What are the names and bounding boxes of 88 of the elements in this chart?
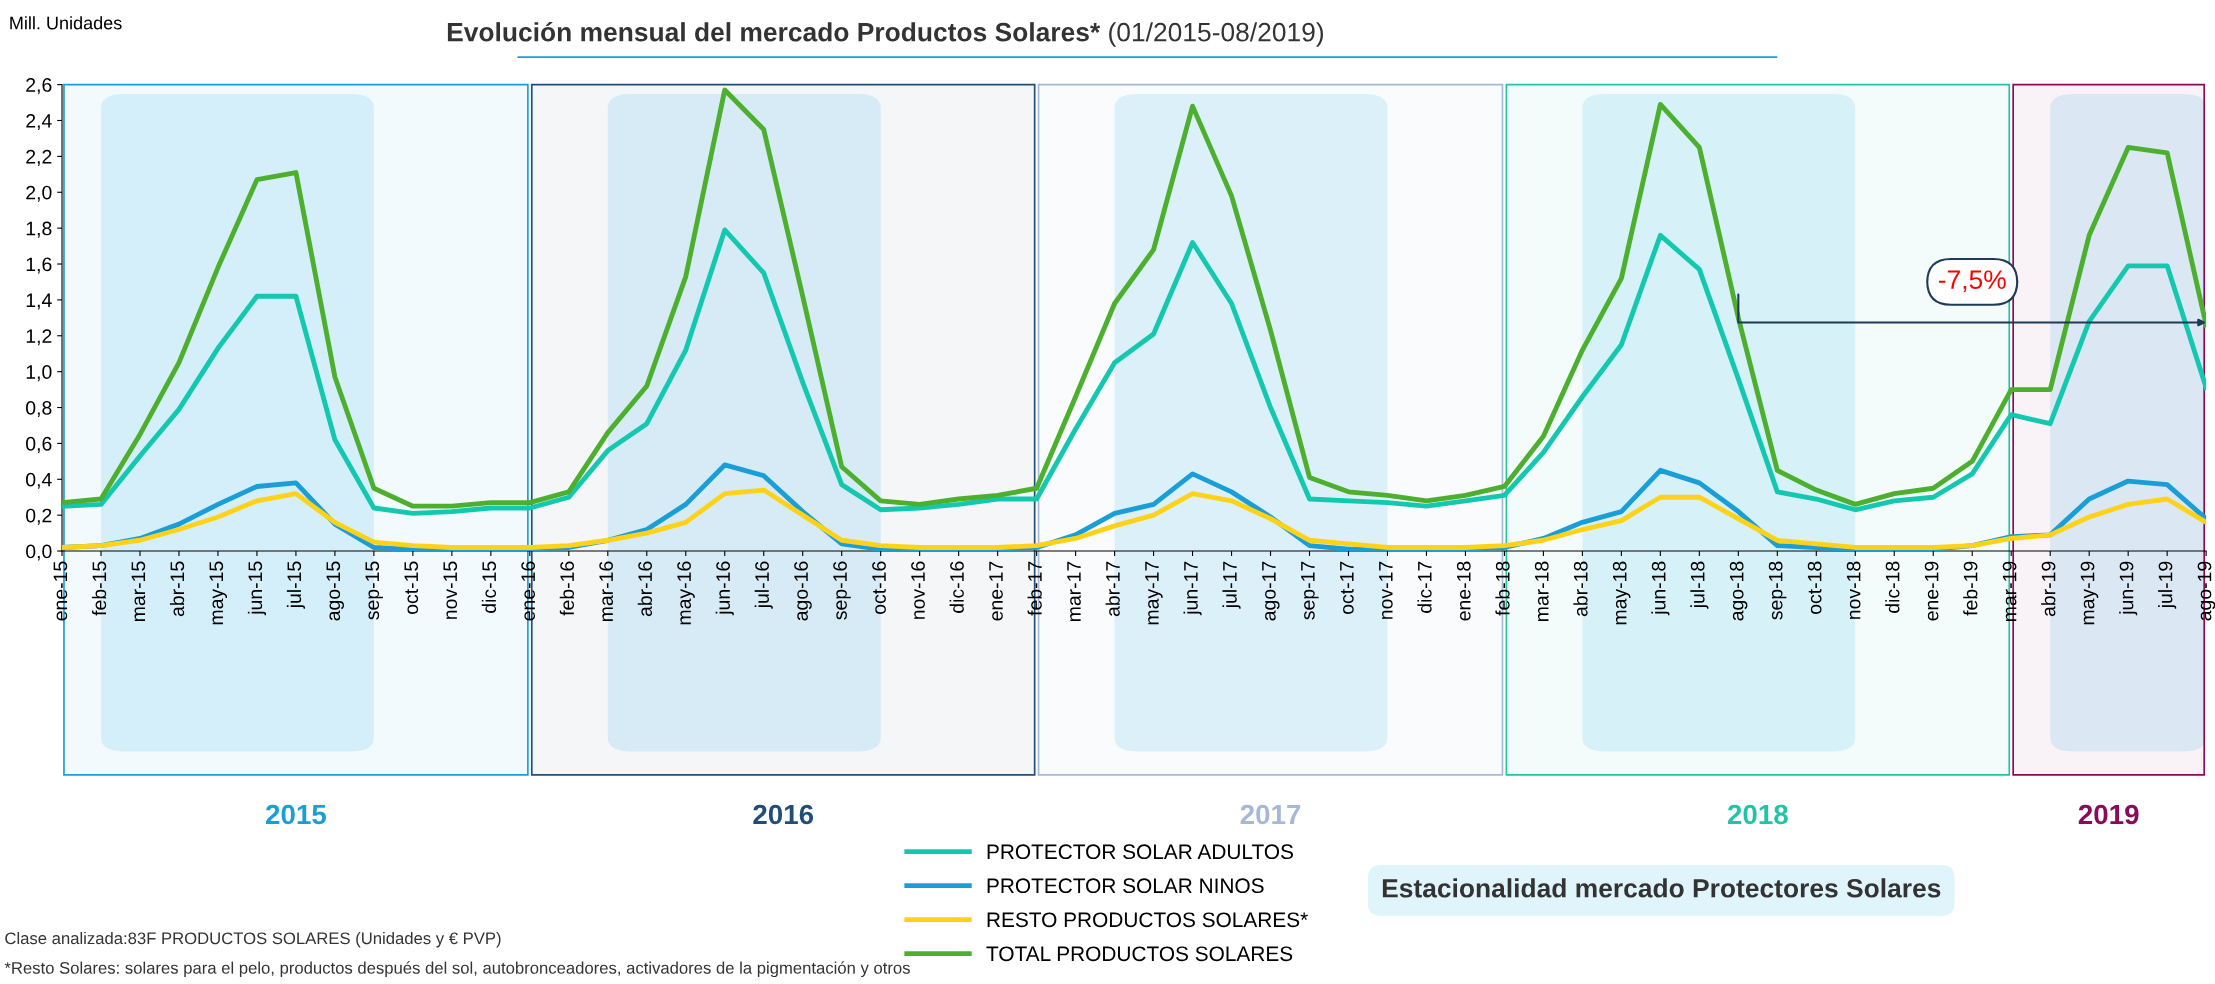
line-series — [62, 87, 2207, 509]
x-tick-label: jul-16 — [754, 561, 773, 609]
x-tick-label: nov-18 — [1846, 561, 1861, 619]
x-tick-label: may-16 — [677, 561, 695, 625]
x-tick-label: abr-16 — [637, 561, 652, 617]
annotation: -7,5% — [1938, 270, 2006, 293]
x-tick-label: oct-18 — [1807, 561, 1822, 614]
x-tick-label: ago-16 — [794, 561, 812, 621]
legend-label: PROTECTOR SOLAR ADULTOS — [987, 844, 1293, 860]
chart-subtitle: (01/2015-08/2019) — [1109, 22, 1323, 47]
x-tick-label: may-18 — [1612, 561, 1631, 625]
x-tick-label: mar-19 — [2002, 561, 2017, 622]
x-tick-label: mar-17 — [1067, 561, 1081, 622]
text: Clase analizada:83F PRODUCTOS SOLARES (Unidades y € PVP) — [5, 931, 501, 948]
x-tick-label: ago-17 — [1262, 561, 1280, 621]
line-series — [62, 227, 2207, 516]
y-tick-label: 0,0 — [26, 544, 52, 561]
x-tick-label: abr-18 — [1573, 561, 1588, 617]
x-tick-label: dic-17 — [1417, 561, 1432, 613]
y-tick-label: 1,6 — [26, 257, 52, 274]
x-tick-label: jul-15 — [286, 561, 305, 609]
x-tick-label: mar-18 — [1534, 561, 1549, 622]
x-tick-label: ene-19 — [1924, 561, 1939, 621]
band-label: 2019 — [2078, 804, 2139, 825]
x-tick-label: sep-15 — [365, 561, 383, 620]
x-tick-label: feb-16 — [559, 561, 575, 616]
x-tick-label: oct-16 — [872, 561, 886, 614]
x-tick-label: mar-16 — [599, 561, 614, 622]
band-label: 2017 — [1240, 804, 1301, 825]
x-tick-label: jul-17 — [1222, 561, 1241, 609]
x-tick-label: feb-19 — [1963, 561, 1978, 616]
y-tick-label: 2,2 — [26, 149, 52, 166]
x-tick-label: oct-15 — [404, 561, 419, 614]
x-tick-label: jul-19 — [2158, 561, 2177, 609]
x-tick-label: nov-15 — [443, 561, 458, 619]
x-tick-label: abr-15 — [169, 561, 185, 617]
band-label: 2018 — [1727, 804, 1788, 825]
x-tick-label: nov-16 — [911, 561, 925, 619]
y-tick-label: 0,6 — [26, 436, 52, 453]
x-tick-label: oct-17 — [1340, 561, 1354, 614]
x-tick-label: mar-15 — [131, 561, 146, 622]
x-tick-label: nov-17 — [1379, 561, 1393, 619]
x-tick-label: may-19 — [2080, 561, 2099, 625]
x-tick-label: jun-16 — [715, 561, 734, 616]
text: *Resto Solares: solares para el pelo, productos después del sol, autobronceadores, activadores de la pigmentación y otros — [4, 961, 910, 978]
y-axis-title: Mill. Unidades — [10, 16, 122, 30]
y-tick-label: 1,0 — [26, 365, 52, 382]
x-tick-label: jun-18 — [1651, 561, 1670, 616]
y-tick-label: 1,4 — [26, 293, 52, 310]
x-tick-label: ene-15 — [53, 561, 68, 621]
band-label: 2016 — [753, 804, 814, 825]
x-tick-label: jun-19 — [2119, 561, 2138, 616]
x-tick-label: may-15 — [209, 561, 228, 625]
y-tick-label: 1,8 — [26, 221, 52, 238]
legend-label: PROTECTOR SOLAR NINOS — [987, 878, 1264, 894]
y-tick-label: 0,8 — [26, 401, 52, 418]
x-tick-label: jul-18 — [1690, 561, 1709, 609]
y-tick-label: 2,4 — [26, 113, 52, 131]
y-tick-label: 0,4 — [26, 472, 52, 489]
y-tick-label: 0,2 — [26, 508, 52, 525]
x-tick-label: sep-18 — [1768, 561, 1787, 620]
x-tick-label: dic-15 — [481, 561, 497, 613]
y-tick-label: 2,6 — [26, 78, 52, 95]
legend-label: RESTO PRODUCTOS SOLARES* — [987, 912, 1308, 928]
x-tick-label: ago-18 — [1729, 561, 1748, 621]
x-tick-label: abr-17 — [1105, 561, 1120, 617]
y-tick-label: 2,0 — [26, 185, 52, 202]
y-tick-label: 1,2 — [26, 329, 52, 346]
band-label: 2015 — [265, 804, 327, 825]
x-tick-label: abr-19 — [2041, 561, 2056, 617]
legend-label: TOTAL PRODUCTOS SOLARES — [986, 946, 1293, 962]
x-tick-label: jun-17 — [1183, 561, 1202, 616]
x-tick-label: ene-18 — [1456, 561, 1471, 621]
x-tick-label: ago-15 — [326, 561, 344, 621]
x-tick-label: ene-16 — [521, 561, 536, 621]
x-tick-label: ene-17 — [989, 561, 1003, 621]
x-tick-label: sep-16 — [833, 561, 851, 620]
x-tick-label: dic-16 — [949, 561, 964, 613]
x-tick-label: jun-15 — [247, 561, 266, 616]
chart-title: Evolución mensual del mercado Productos Solares* — [447, 21, 1101, 42]
x-tick-label: may-17 — [1145, 561, 1163, 625]
x-tick-label: dic-18 — [1885, 561, 1900, 613]
x-tick-label: ago-19 — [2197, 561, 2215, 621]
x-tick-label: feb-17 — [1027, 561, 1042, 616]
x-tick-label: feb-15 — [91, 561, 107, 616]
x-tick-label: sep-17 — [1301, 561, 1319, 620]
text: Estacionalidad mercado Protectores Solares — [1382, 878, 1941, 898]
x-tick-label: feb-18 — [1495, 561, 1510, 616]
